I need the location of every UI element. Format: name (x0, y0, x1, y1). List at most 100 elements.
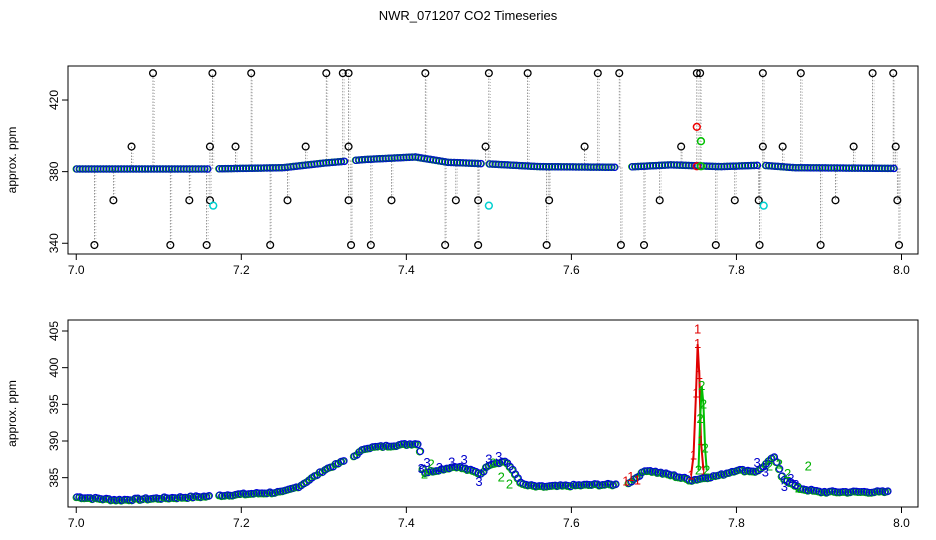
y-axis-label: approx. ppm (5, 127, 19, 194)
series-3-marker: 3 (781, 479, 788, 494)
cyan-point (209, 201, 218, 210)
outlier-point (831, 196, 840, 205)
outlier-point (891, 142, 900, 151)
x-tick-label: 7.6 (563, 516, 580, 530)
red-point (692, 162, 701, 171)
series-2-marker: 2 (700, 396, 707, 411)
series-2-marker: 2 (506, 476, 513, 491)
outlier-point (231, 142, 240, 151)
series-2-marker: 2 (421, 467, 428, 482)
series-1-peak-marker: 1 (694, 322, 701, 337)
outlier-point (208, 69, 217, 78)
outlier-point (247, 69, 256, 78)
series-2-marker: 2 (795, 481, 802, 496)
outlier-point (347, 240, 356, 250)
outlier-point (692, 69, 701, 78)
outlier-point (730, 196, 739, 205)
series-2-marker: 2 (776, 456, 783, 471)
outlier-point (338, 69, 347, 78)
red-point (692, 122, 701, 132)
outlier-point (711, 240, 720, 250)
y-tick-label: 390 (47, 431, 61, 451)
data-point (477, 159, 485, 168)
series-3-marker: 3 (448, 454, 455, 469)
outlier-point (474, 240, 483, 250)
outlier-point (109, 196, 118, 205)
outlier-point (185, 196, 194, 205)
series-3-marker: 3 (475, 474, 482, 489)
series-2-marker: 2 (784, 466, 791, 481)
outlier-point (615, 69, 624, 78)
x-tick-label: 7.6 (563, 263, 580, 277)
series-1-marker: 1 (694, 336, 701, 351)
data-point (612, 480, 620, 488)
outlier-point (387, 196, 396, 205)
outlier-point (451, 196, 460, 205)
y-tick-label: 340 (47, 233, 61, 253)
series-2-marker: 2 (703, 462, 710, 477)
outlier-point (523, 69, 532, 78)
x-tick-label: 8.0 (893, 516, 910, 530)
plot-frame (67, 65, 919, 255)
outlier-point (127, 142, 136, 151)
series-2-marker: 2 (489, 456, 496, 471)
series-2-marker: 2 (766, 459, 773, 474)
outlier-point (616, 240, 625, 250)
outlier-point (755, 240, 764, 250)
outlier-point (655, 196, 664, 205)
outlier-point (849, 142, 858, 151)
data-point (340, 157, 349, 166)
series-1-line (690, 344, 705, 476)
outlier-point (542, 240, 551, 250)
outlier-point (484, 69, 493, 78)
outlier-point (344, 69, 353, 78)
x-tick-label: 8.0 (893, 263, 910, 277)
data-point (675, 473, 683, 481)
outlier-point (90, 240, 99, 250)
series-3-marker: 3 (485, 451, 492, 466)
y-tick-label: 420 (47, 90, 61, 110)
cyan-point (484, 201, 494, 210)
data-point (223, 491, 232, 499)
series-1-marker: 1 (692, 385, 699, 400)
outlier-point (322, 69, 331, 78)
series-3-marker: 3 (423, 455, 430, 470)
outlier-point (266, 240, 275, 250)
x-tick-label: 7.2 (233, 516, 250, 530)
data-point (340, 457, 348, 465)
outlier-point (593, 69, 602, 78)
y-axis-label: approx. ppm (5, 380, 19, 447)
series-1-marker: 1 (627, 469, 634, 484)
outlier-point (754, 196, 763, 205)
series-2-marker: 2 (701, 440, 708, 455)
data-point (204, 165, 212, 173)
outlier-point (366, 240, 375, 250)
data-point (887, 164, 895, 173)
x-tick-label: 7.0 (68, 263, 85, 277)
data-point (201, 165, 209, 173)
data-point (416, 447, 425, 456)
series-3-marker: 3 (762, 465, 769, 480)
outlier-point (202, 240, 211, 250)
y-tick-label: 400 (47, 357, 61, 377)
data-point (611, 163, 619, 172)
outlier-point (868, 69, 877, 78)
data-point (94, 494, 103, 503)
x-tick-label: 7.2 (233, 263, 250, 277)
outlier-point (639, 240, 649, 250)
series-3-marker: 3 (460, 452, 467, 467)
x-tick-label: 7.8 (728, 263, 745, 277)
outlier-point (758, 69, 767, 78)
plot-frame (67, 319, 919, 508)
outlier-point (580, 142, 589, 151)
outlier-point (344, 142, 353, 151)
data-point (799, 485, 808, 493)
data-point (890, 164, 898, 173)
series-3-marker: 3 (418, 461, 425, 476)
data-point (753, 161, 762, 170)
outlier-point (545, 196, 554, 205)
outlier-point (481, 142, 490, 151)
outlier-point (758, 142, 767, 151)
